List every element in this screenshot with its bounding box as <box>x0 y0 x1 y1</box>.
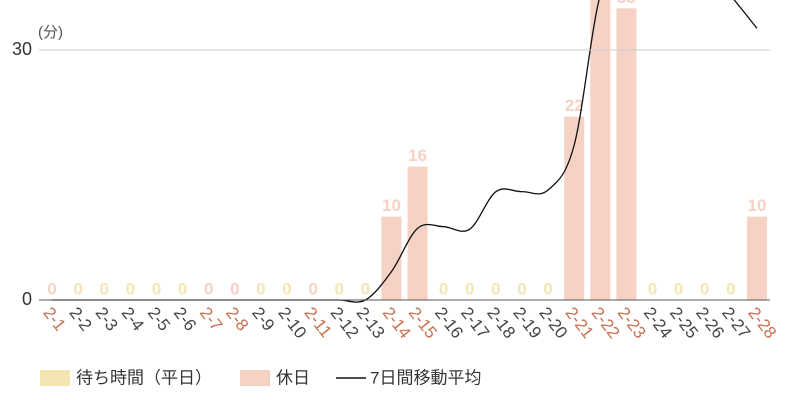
data-label: 0 <box>700 279 709 298</box>
data-label: 0 <box>100 279 109 298</box>
x-tick-label: 2-8 <box>222 304 252 335</box>
plot-area: 0000000000000000000000101622403510 <box>47 0 767 303</box>
data-label: 0 <box>204 279 213 298</box>
x-tick-label: 2-9 <box>248 304 278 335</box>
legend-label: 休日 <box>276 368 310 387</box>
x-tick-label: 2-14 <box>379 304 415 343</box>
y-axis-label: (分) <box>38 24 63 41</box>
x-tick-label: 2-17 <box>457 304 493 343</box>
x-tick-label: 2-4 <box>118 304 148 335</box>
legend-swatch <box>40 370 70 386</box>
x-tick-label: 2-19 <box>509 304 545 343</box>
data-label: 0 <box>517 279 526 298</box>
data-label: 0 <box>726 279 735 298</box>
bar <box>381 216 402 300</box>
x-tick-label: 2-20 <box>535 304 571 343</box>
data-label: 0 <box>47 279 56 298</box>
data-label: 0 <box>491 279 500 298</box>
x-tick-label: 2-28 <box>744 304 780 343</box>
data-label: 0 <box>230 279 239 298</box>
data-label: 16 <box>408 146 427 165</box>
data-label: 0 <box>674 279 683 298</box>
x-tick-label: 2-24 <box>640 304 676 343</box>
x-tick-label: 2-12 <box>327 304 363 343</box>
bar <box>616 8 637 300</box>
x-tick-label: 2-5 <box>144 304 174 335</box>
data-label: 0 <box>282 279 291 298</box>
x-tick-label: 2-13 <box>353 304 389 343</box>
x-tick-label: 2-18 <box>483 304 519 343</box>
x-tick-label: 2-26 <box>692 304 728 343</box>
bar <box>746 216 767 300</box>
x-tick-label: 2-10 <box>274 304 310 343</box>
data-label: 0 <box>361 279 370 298</box>
x-tick-label: 2-2 <box>65 304 95 335</box>
x-tick-label: 2-22 <box>588 304 624 343</box>
data-label: 0 <box>73 279 82 298</box>
bar <box>407 166 428 300</box>
x-tick-label: 2-7 <box>196 304 226 335</box>
x-tick-label: 2-1 <box>39 304 69 335</box>
x-tick-label: 2-6 <box>170 304 200 335</box>
data-label: 0 <box>178 279 187 298</box>
data-label: 22 <box>565 96 584 115</box>
data-label: 0 <box>465 279 474 298</box>
x-tick-label: 2-16 <box>431 304 467 343</box>
legend-label: 7日間移動平均 <box>370 368 481 387</box>
x-tick-label: 2-3 <box>92 304 122 335</box>
data-label: 35 <box>617 0 636 7</box>
line <box>52 0 758 303</box>
x-tick-label: 2-15 <box>405 304 441 343</box>
y-tick-label: 30 <box>12 39 32 59</box>
y-tick-label: 0 <box>22 289 32 309</box>
legend-label: 待ち時間（平日） <box>76 368 212 387</box>
x-tick-label: 2-27 <box>718 304 754 343</box>
data-label: 0 <box>256 279 265 298</box>
data-label: 10 <box>747 196 766 215</box>
x-tick-label: 2-23 <box>614 304 650 343</box>
x-tick-label: 2-25 <box>666 304 702 343</box>
data-label: 0 <box>543 279 552 298</box>
data-label: 10 <box>382 196 401 215</box>
bar <box>590 0 611 301</box>
data-label: 0 <box>152 279 161 298</box>
x-tick-label: 2-21 <box>562 304 598 343</box>
legend-swatch <box>240 370 270 386</box>
data-label: 0 <box>648 279 657 298</box>
data-label: 0 <box>126 279 135 298</box>
data-label: 0 <box>308 279 317 298</box>
data-label: 0 <box>334 279 343 298</box>
x-tick-label: 2-11 <box>300 304 335 342</box>
data-label: 0 <box>439 279 448 298</box>
